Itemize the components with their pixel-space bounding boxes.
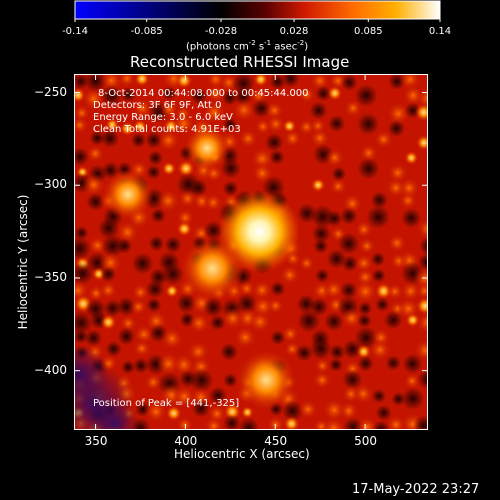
y-axis-label: Heliocentric Y (arcsec) (16, 194, 30, 330)
y-tick-label: −350 (34, 269, 67, 284)
info-line-4: Clean Total counts: 4.91E+03 (93, 124, 241, 135)
colorbar-tick-label: 0.028 (279, 26, 309, 37)
info-line-1: 8-Oct-2014 00:44:08.000 to 00:45:44.000 (98, 88, 309, 99)
x-tick-label: 500 (354, 434, 377, 448)
plot-frame (74, 74, 428, 430)
secondary-source (183, 124, 231, 172)
peak-position-text: Position of Peak = [441,-325] (93, 398, 240, 409)
y-tick-label: −250 (34, 84, 67, 99)
plot-title: Reconstructed RHESSI Image (130, 53, 350, 71)
colorbar-tick-label: -0.14 (62, 26, 88, 37)
timestamp: 17-May-2022 23:27 (352, 482, 480, 497)
colorbar-tick-label: -0.085 (130, 26, 163, 37)
colorbar (74, 0, 441, 22)
y-tick-label: −300 (34, 177, 67, 192)
colorbar-units: (photons cm-2 s-1 asec-2) (186, 39, 309, 53)
secondary-source (236, 350, 297, 410)
info-line-2: Detectors: 3F 6F 9F, Att 0 (93, 100, 222, 111)
x-tick-label: 350 (84, 434, 108, 448)
secondary-source (102, 169, 154, 220)
colorbar-svg (74, 0, 441, 22)
secondary-source (180, 236, 245, 301)
colorbar-tick-label: -0.028 (204, 26, 238, 37)
y-tick-label: −400 (34, 362, 67, 377)
x-tick-label: 400 (174, 434, 198, 448)
colorbar-tick-label: 0.14 (428, 26, 452, 37)
info-line-3: Energy Range: 3.0 - 6.0 keV (93, 112, 233, 123)
heatmap-image (74, 74, 428, 430)
x-axis-label: Heliocentric X (arcsec) (174, 447, 310, 461)
colorbar-tick-label: 0.085 (353, 26, 383, 37)
x-tick-label: 450 (264, 434, 288, 448)
heatmap-plot (74, 74, 428, 430)
